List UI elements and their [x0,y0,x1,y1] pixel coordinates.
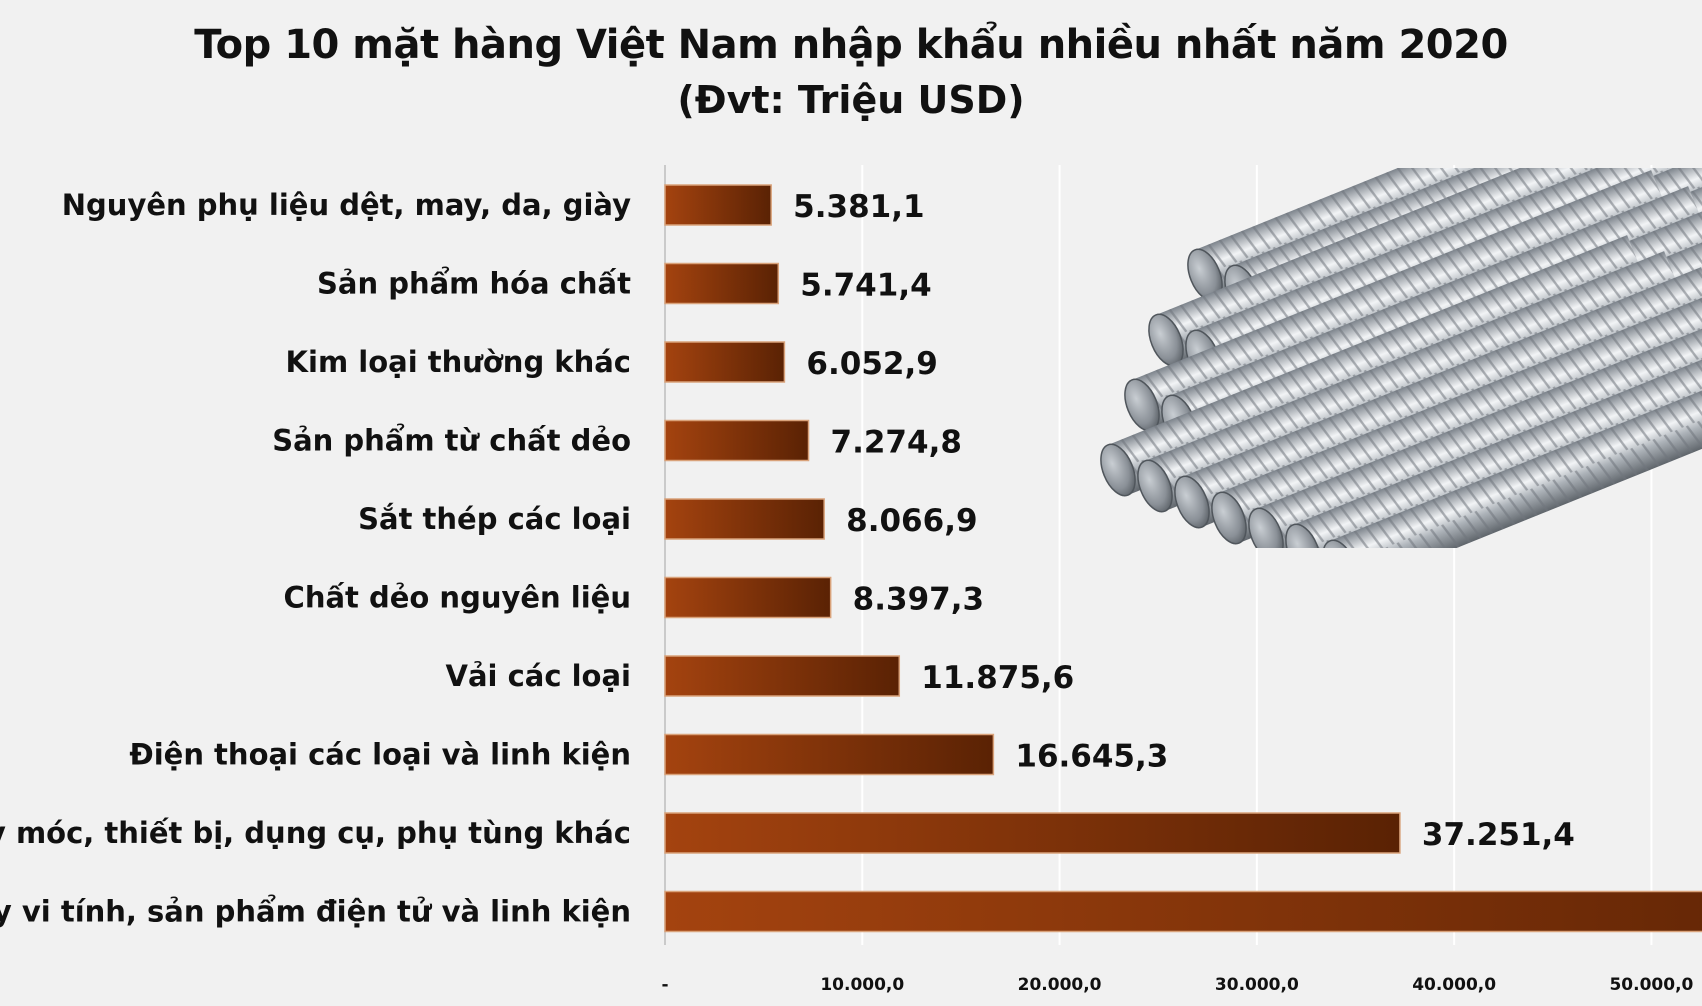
bar [664,576,832,619]
x-tick-label: 40.000,0 [1412,975,1496,995]
bar [664,262,780,305]
chart-title: Top 10 mặt hàng Việt Nam nhập khẩu nhiều… [194,22,1508,68]
x-tick-label: 50.000,0 [1609,975,1693,995]
bar [664,341,786,383]
x-tick-label: 20.000,0 [1018,975,1102,995]
bar [664,890,1702,933]
value-label: 5.741,4 [800,268,931,304]
value-label: 6.052,9 [806,346,937,382]
steel-rebar-image [1100,168,1702,548]
value-label: 8.066,9 [846,503,977,539]
value-label: 7.274,8 [831,425,962,461]
bar [664,655,901,697]
bar [664,184,772,226]
category-label: Điện thoại các loại và linh kiện [129,738,631,772]
category-label: Máy vi tính, sản phẩm điện tử và linh ki… [0,895,631,929]
category-label: Chất dẻo nguyên liệu [284,581,631,615]
category-label: Sắt thép các loại [358,502,631,536]
x-tick-label: 10.000,0 [820,975,904,995]
category-label: Kim loại thường khác [286,345,631,379]
value-label: 37.251,4 [1422,817,1575,853]
category-label: Sản phẩm từ chất dẻo [272,424,631,458]
category-label: Sản phẩm hóa chất [317,267,631,301]
value-label: 16.645,3 [1015,739,1168,775]
x-tick-label: 30.000,0 [1215,975,1299,995]
value-label: 5.381,1 [793,189,924,225]
bar [664,419,810,462]
value-label: 11.875,6 [921,660,1074,696]
bar [664,498,825,540]
value-label: 8.397,3 [853,582,984,618]
bar [664,812,1401,854]
category-label: Nguyên phụ liệu dệt, may, da, giày [62,188,631,222]
category-label: Máy móc, thiết bị, dụng cụ, phụ tùng khá… [0,816,631,850]
category-label: Vải các loại [446,659,631,693]
bar [664,733,995,776]
x-tick-label: - [661,975,668,995]
chart-subtitle: (Đvt: Triệu USD) [677,78,1025,122]
